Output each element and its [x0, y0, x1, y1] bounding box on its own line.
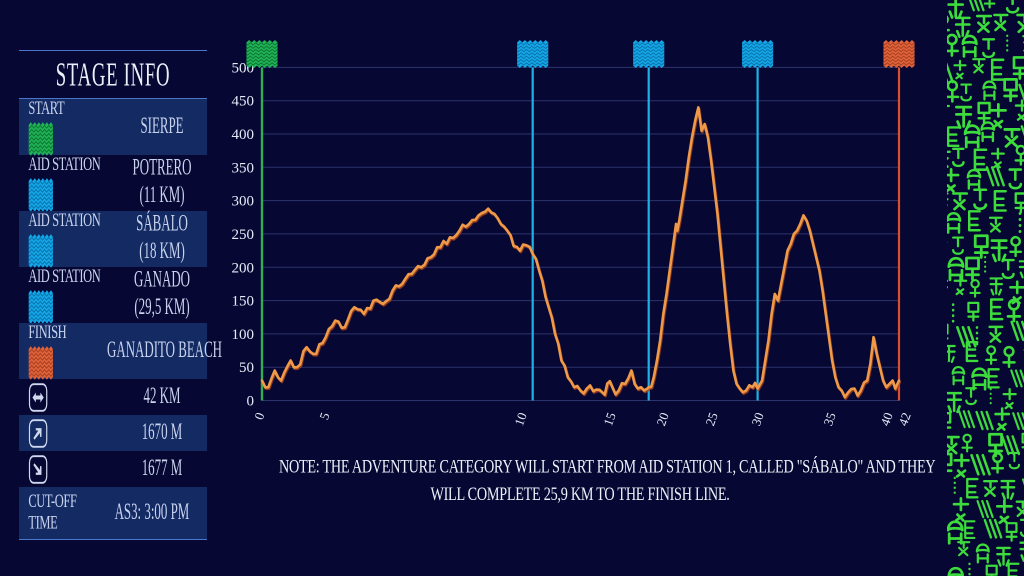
- svg-text:250: 250: [232, 227, 255, 243]
- svg-text:40: 40: [877, 410, 896, 427]
- svg-text:200: 200: [232, 260, 255, 276]
- svg-text:100: 100: [232, 327, 255, 343]
- svg-text:15: 15: [600, 410, 619, 427]
- svg-text:10: 10: [511, 410, 530, 427]
- svg-text:450: 450: [232, 94, 255, 110]
- svg-text:50: 50: [239, 360, 254, 376]
- svg-text:350: 350: [232, 160, 255, 176]
- svg-text:0: 0: [247, 394, 255, 410]
- svg-text:150: 150: [232, 294, 255, 310]
- svg-text:5: 5: [316, 410, 332, 421]
- svg-text:20: 20: [653, 410, 672, 427]
- svg-text:400: 400: [232, 127, 255, 143]
- svg-text:42: 42: [895, 410, 914, 427]
- svg-text:25: 25: [702, 410, 721, 427]
- svg-text:35: 35: [820, 410, 839, 427]
- svg-text:0: 0: [251, 410, 267, 421]
- svg-text:300: 300: [232, 194, 255, 210]
- svg-text:30: 30: [748, 410, 767, 427]
